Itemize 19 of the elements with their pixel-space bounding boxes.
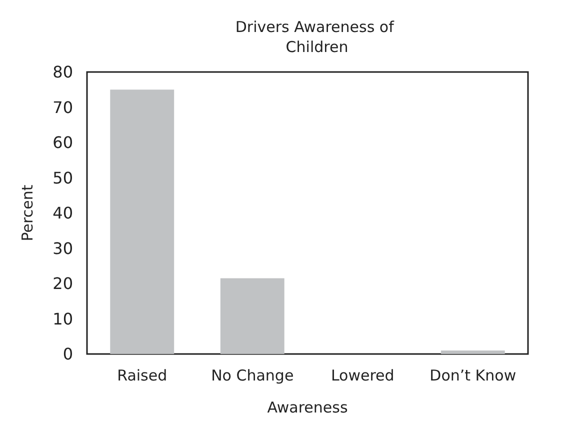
bar [440,350,505,354]
x-tick-label: No Change [211,366,294,384]
y-tick-label: 50 [52,168,73,188]
y-tick-label: 40 [52,204,73,222]
x-axis-title: Awareness [267,398,348,416]
y-tick-label: 30 [52,238,73,258]
y-tick-label: 80 [52,62,73,82]
x-tick-label: Lowered [330,366,394,384]
x-tick-label: Don’t Know [430,366,516,384]
bar [220,278,284,354]
y-tick-label: 10 [52,309,73,328]
chart-title: Drivers Awareness of Children [235,18,399,56]
x-tick-label: Raised [117,366,168,384]
y-tick-label: 0 [62,344,73,364]
y-axis-title: Percent [18,184,36,242]
bar [110,90,174,354]
y-tick-label: 20 [52,274,73,293]
y-tick-label: 70 [52,98,73,117]
y-tick-label: 60 [52,133,73,152]
